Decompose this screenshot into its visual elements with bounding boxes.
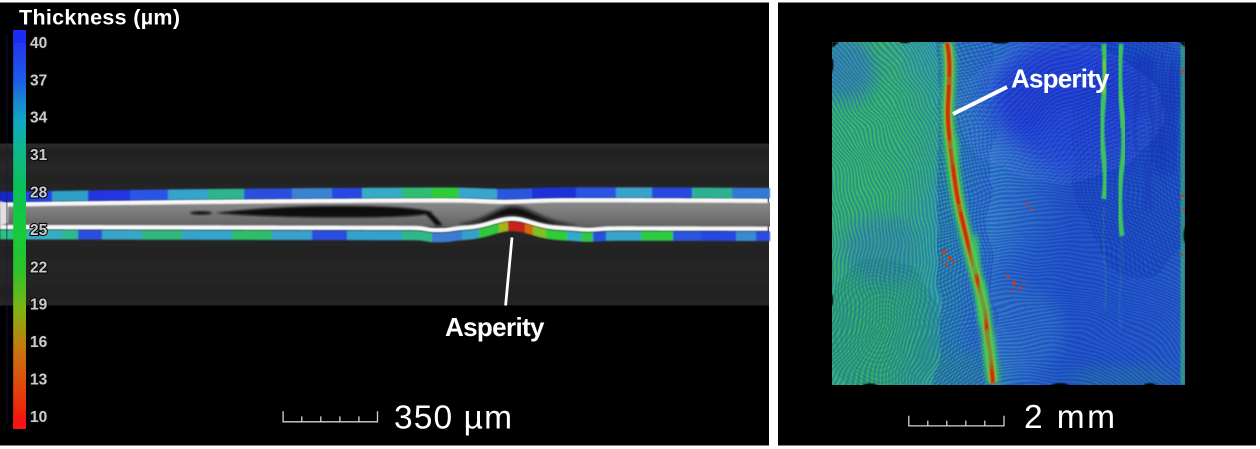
- svg-text:25: 25: [30, 222, 48, 239]
- svg-text:Asperity: Asperity: [445, 312, 545, 342]
- svg-text:31: 31: [30, 147, 48, 164]
- svg-text:37: 37: [30, 72, 47, 89]
- svg-text:2 mm: 2 mm: [1024, 399, 1115, 436]
- svg-text:22: 22: [30, 259, 47, 276]
- svg-text:34: 34: [30, 110, 48, 127]
- svg-text:28: 28: [30, 185, 48, 202]
- svg-text:19: 19: [30, 297, 48, 314]
- svg-text:13: 13: [30, 372, 48, 389]
- svg-text:Asperity: Asperity: [1011, 64, 1110, 94]
- svg-text:350 µm: 350 µm: [394, 400, 512, 437]
- svg-text:40: 40: [30, 35, 47, 52]
- svg-text:10: 10: [30, 409, 47, 426]
- svg-text:Thickness (µm): Thickness (µm): [19, 6, 180, 30]
- svg-text:16: 16: [30, 334, 48, 351]
